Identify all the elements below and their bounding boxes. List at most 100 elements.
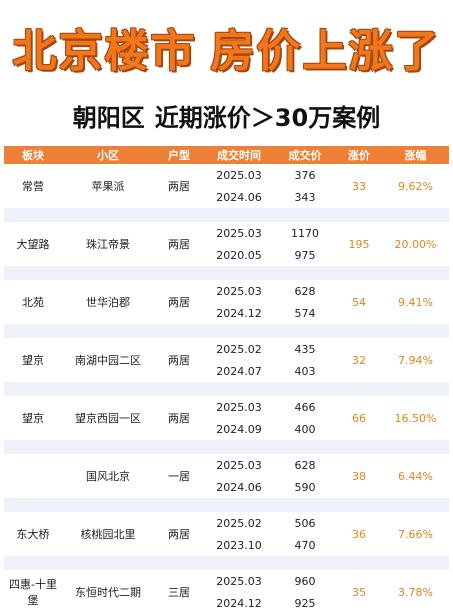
cell-gain: 36	[352, 527, 366, 541]
row-separator	[4, 208, 449, 222]
row-separator-cell	[4, 440, 449, 454]
header-type: 户型	[154, 146, 204, 164]
cell-type: 三居	[168, 586, 190, 599]
cell-estate: 东恒时代二期	[75, 586, 141, 599]
subtitle: 朝阳区 近期涨价＞30万案例	[0, 100, 453, 136]
row-separator	[4, 498, 449, 512]
table-row-previous: 2024.12 574	[4, 302, 449, 324]
cell-date-new: 2025.02	[216, 516, 262, 530]
table-row-previous: 2024.07 403	[4, 360, 449, 382]
cell-estate: 世华泊郡	[86, 296, 130, 309]
price-table: 板块 小区 户型 成交时间 成交价 涨价 涨幅 常营 苹果派 两居 2025.03 37…	[4, 146, 449, 614]
cell-date-old: 2024.06	[216, 480, 262, 494]
table-row: 望京 南湖中园二区 两居 2025.02 435 32 7.94%	[4, 338, 449, 368]
row-separator-cell	[4, 556, 449, 570]
cell-date-new: 2025.03	[216, 168, 262, 182]
cell-price-old: 574	[294, 306, 316, 320]
cell-estate: 核桃园北里	[80, 528, 136, 541]
cell-rate: 6.44%	[398, 469, 433, 483]
cell-type: 两居	[168, 528, 190, 541]
cell-area: 四惠-十里堡	[9, 578, 57, 607]
row-separator	[4, 266, 449, 280]
header-rate: 涨幅	[382, 146, 449, 164]
row-separator	[4, 440, 449, 454]
table-header-row: 板块 小区 户型 成交时间 成交价 涨价 涨幅	[4, 146, 449, 164]
cell-price-new: 435	[294, 342, 316, 356]
cell-area: 望京	[22, 354, 44, 367]
cell-price-new: 506	[294, 516, 316, 530]
cell-price-old: 400	[294, 422, 316, 436]
row-separator-cell	[4, 266, 449, 280]
table-body: 常营 苹果派 两居 2025.03 376 33 9.62% 2024.06 343 大望路 珠江帝…	[4, 164, 449, 614]
cell-date-old: 2024.06	[216, 190, 262, 204]
cell-rate: 3.78%	[398, 585, 433, 599]
cell-price-new: 628	[294, 458, 316, 472]
cell-price-new: 628	[294, 284, 316, 298]
headline-part-a: 北京楼市	[12, 26, 197, 77]
cell-estate: 苹果派	[91, 180, 125, 193]
row-separator-cell	[4, 382, 449, 396]
row-separator-cell	[4, 498, 449, 512]
cell-gain: 195	[348, 237, 370, 251]
cell-price-old: 403	[294, 364, 316, 378]
cell-rate: 9.62%	[398, 179, 433, 193]
cell-type: 两居	[168, 180, 190, 193]
cell-type: 一居	[168, 470, 190, 483]
subtitle-district: 朝阳区	[72, 104, 145, 132]
cell-type: 两居	[168, 296, 190, 309]
cell-estate: 望京西园一区	[75, 412, 141, 425]
table-row: 大望路 珠江帝景 两居 2025.03 1170 195 20.00%	[4, 222, 449, 252]
cell-gain: 33	[352, 179, 366, 193]
cell-type: 两居	[168, 354, 190, 367]
cell-date-old: 2024.07	[216, 364, 262, 378]
cell-rate: 7.66%	[398, 527, 433, 541]
row-separator-cell	[4, 208, 449, 222]
cell-price-new: 376	[294, 168, 316, 182]
cell-rate: 20.00%	[394, 237, 437, 251]
cell-estate: 珠江帝景	[86, 238, 130, 251]
cell-type: 两居	[168, 412, 190, 425]
table-row-previous: 2024.09 400	[4, 418, 449, 440]
cell-rate: 7.94%	[398, 353, 433, 367]
cell-date-old: 2024.09	[216, 422, 262, 436]
cell-rate: 9.41%	[398, 295, 433, 309]
cell-date-new: 2025.02	[216, 342, 262, 356]
cell-price-old: 975	[294, 248, 316, 262]
table-row: 四惠-十里堡 东恒时代二期 三居 2025.03 960 35 3.78%	[4, 570, 449, 608]
row-separator	[4, 556, 449, 570]
cell-date-new: 2025.03	[216, 226, 262, 240]
cell-area: 东大桥	[16, 528, 50, 541]
cell-date-old: 2024.12	[216, 596, 262, 610]
headline-part-b: 房价上涨了	[210, 26, 441, 77]
header-area: 板块	[4, 146, 62, 164]
cell-price-old: 590	[294, 480, 316, 494]
cell-estate: 南湖中园二区	[75, 354, 141, 367]
cell-gain: 66	[352, 411, 366, 425]
cell-gain: 54	[352, 295, 366, 309]
table-row: 望京 望京西园一区 两居 2025.03 466 66 16.50%	[4, 396, 449, 426]
cell-gain: 35	[352, 585, 366, 599]
cell-price-new: 960	[294, 574, 316, 588]
header-gain: 涨价	[336, 146, 382, 164]
cell-price-old: 343	[294, 190, 316, 204]
cell-price-old: 925	[294, 596, 316, 610]
cell-type: 两居	[168, 238, 190, 251]
subtitle-text: 近期涨价＞30万案例	[154, 104, 381, 132]
header-price: 成交价	[274, 146, 336, 164]
cell-area: 北苑	[22, 296, 44, 309]
row-separator	[4, 324, 449, 338]
cell-date-new: 2025.03	[216, 284, 262, 298]
row-separator	[4, 382, 449, 396]
cell-rate: 16.50%	[394, 411, 437, 425]
cell-area	[4, 454, 62, 498]
table-row: 东大桥 核桃园北里 两居 2025.02 506 36 7.66%	[4, 512, 449, 542]
row-separator-cell	[4, 324, 449, 338]
cell-date-old: 2023.10	[216, 538, 262, 552]
cell-date-new: 2025.03	[216, 400, 262, 414]
headline: 北京楼市 房价上涨了	[0, 22, 453, 82]
cell-date-new: 2025.03	[216, 458, 262, 472]
cell-price-old: 470	[294, 538, 316, 552]
cell-gain: 38	[352, 469, 366, 483]
cell-estate: 国风北京	[86, 470, 130, 483]
table-row-previous: 2024.06 590	[4, 476, 449, 498]
